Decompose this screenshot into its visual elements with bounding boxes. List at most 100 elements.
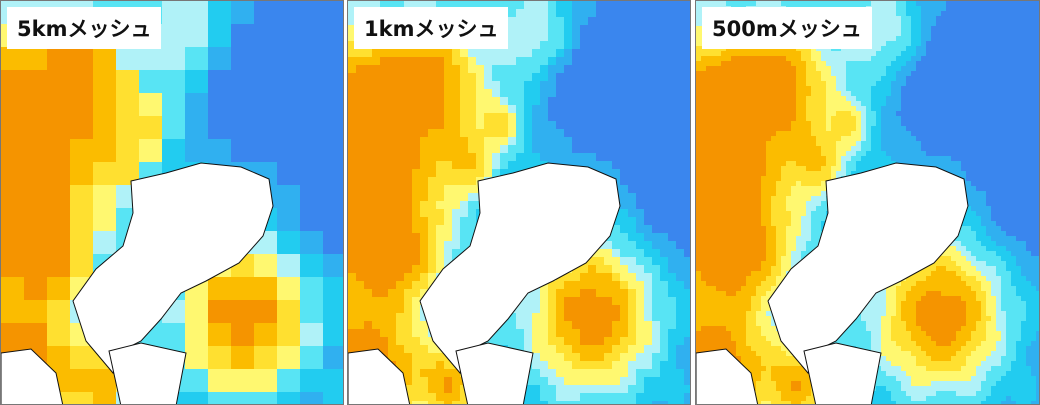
- mesh-cell: [776, 136, 782, 142]
- mesh-cell: [24, 323, 48, 347]
- mesh-cell: [901, 41, 907, 47]
- mesh-cell: [751, 101, 757, 107]
- mesh-cell: [821, 136, 827, 142]
- mesh-cell: [986, 146, 992, 152]
- mesh-cell: [976, 116, 982, 122]
- mesh-cell: [986, 86, 992, 92]
- mesh-cell: [956, 21, 962, 27]
- mesh-cell: [532, 289, 541, 298]
- mesh-cell: [628, 225, 637, 234]
- mesh-cell: [756, 1, 762, 7]
- mesh-cell: [404, 313, 413, 322]
- mesh-cell: [956, 41, 962, 47]
- mesh-cell: [1001, 96, 1007, 102]
- mesh-cell: [556, 145, 565, 154]
- mesh-cell: [916, 1, 922, 7]
- mesh-cell: [811, 66, 817, 72]
- mesh-cell: [668, 161, 677, 170]
- mesh-cell: [706, 166, 712, 172]
- mesh-cell: [776, 86, 782, 92]
- mesh-cell: [612, 17, 621, 26]
- mesh-cell: [612, 129, 621, 138]
- mesh-cell: [436, 385, 445, 394]
- mesh-cell: [986, 106, 992, 112]
- mesh-cell: [996, 21, 1002, 27]
- mesh-cell: [660, 193, 669, 202]
- mesh-cell: [746, 171, 752, 177]
- mesh-cell: [628, 185, 637, 194]
- mesh-cell: [751, 71, 757, 77]
- mesh-cell: [460, 209, 469, 218]
- mesh-cell: [1001, 31, 1007, 37]
- mesh-cell: [881, 161, 887, 167]
- mesh-cell: [856, 71, 862, 77]
- mesh-cell: [604, 41, 613, 50]
- mesh-cell: [746, 136, 752, 142]
- mesh-cell: [831, 76, 837, 82]
- mesh-cell: [1006, 161, 1012, 167]
- mesh-cell: [404, 73, 413, 82]
- mesh-cell: [420, 145, 429, 154]
- mesh-cell: [806, 136, 812, 142]
- mesh-cell: [484, 137, 493, 146]
- mesh-cell: [861, 91, 867, 97]
- mesh-cell: [524, 113, 533, 122]
- mesh-cell: [628, 145, 637, 154]
- mesh-cell: [388, 65, 397, 74]
- mesh-cell: [801, 181, 807, 187]
- mesh-cell: [861, 111, 867, 117]
- mesh-cell: [941, 26, 947, 32]
- mesh-cell: [986, 31, 992, 37]
- mesh-cell: [846, 51, 852, 57]
- mesh-cell: [971, 121, 977, 127]
- mesh-cell: [1026, 116, 1032, 122]
- mesh-cell: [856, 111, 862, 117]
- mesh-cell: [47, 231, 71, 255]
- mesh-cell: [612, 113, 621, 122]
- mesh-cell: [24, 254, 48, 278]
- mesh-cell: [796, 181, 802, 187]
- mesh-cell: [388, 265, 397, 274]
- mesh-cell: [801, 166, 807, 172]
- mesh-cell: [706, 176, 712, 182]
- mesh-cell: [781, 71, 787, 77]
- mesh-cell: [444, 57, 453, 66]
- mesh-cell: [468, 185, 477, 194]
- mesh-cell: [412, 369, 421, 378]
- mesh-cell: [961, 56, 967, 62]
- mesh-cell: [996, 141, 1002, 147]
- mesh-cell: [404, 305, 413, 314]
- mesh-cell: [896, 26, 902, 32]
- mesh-cell: [468, 57, 477, 66]
- mesh-cell: [976, 41, 982, 47]
- mesh-cell: [668, 273, 677, 282]
- mesh-cell: [524, 153, 533, 162]
- mesh-cell: [901, 1, 907, 7]
- mesh-cell: [896, 96, 902, 102]
- mesh-cell: [428, 265, 437, 274]
- mesh-cell: [996, 121, 1002, 127]
- mesh-cell: [644, 201, 653, 210]
- mesh-cell: [831, 121, 837, 127]
- mesh-cell: [861, 86, 867, 92]
- mesh-cell: [906, 66, 912, 72]
- mesh-cell: [420, 289, 429, 298]
- mesh-cell: [696, 171, 702, 177]
- mesh-cell: [971, 26, 977, 32]
- mesh-cell: [460, 201, 469, 210]
- mesh-cell: [684, 353, 690, 362]
- mesh-cell: [628, 169, 637, 178]
- mesh-cell: [231, 47, 255, 71]
- mesh-cell: [460, 169, 469, 178]
- mesh-cell: [896, 41, 902, 47]
- mesh-cell: [644, 129, 653, 138]
- mesh-cell: [976, 106, 982, 112]
- mesh-cell: [116, 116, 140, 140]
- mesh-cell: [684, 113, 690, 122]
- mesh-cell: [348, 89, 357, 98]
- mesh-cell: [956, 66, 962, 72]
- mesh-cell: [412, 89, 421, 98]
- mesh-cell: [736, 116, 742, 122]
- mesh-cell: [372, 49, 381, 58]
- mesh-cell: [500, 73, 509, 82]
